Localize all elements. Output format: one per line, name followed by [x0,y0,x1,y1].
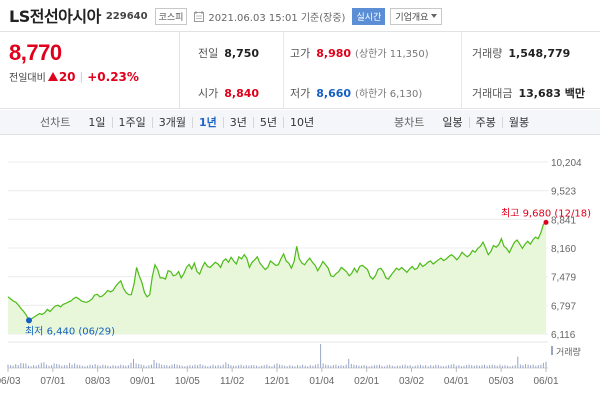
x-tick-label: 05/03 [489,376,514,387]
low-marker [25,317,32,324]
realtime-button[interactable]: 실시간 [352,7,386,25]
change-percent: +0.23% [87,69,139,84]
candle-chart-group: 봉차트 일봉 주봉 월봉 [394,114,535,130]
low-label: 저가 [290,87,311,100]
market-badge: 코스피 [154,7,188,25]
change-label: 전일대비 [9,73,46,84]
clock-icon [194,10,205,22]
open-cell: 시가 8,840 [198,85,259,101]
x-tick-label: 02/01 [354,376,379,387]
current-price-block: 8,770 전일대비 20 | +0.23% [0,32,180,108]
chevron-down-icon [431,14,438,18]
prev-close-value: 8,750 [224,47,260,60]
low-cell: 저가 8,660 (하한가 6,130) [290,85,422,101]
amount-cell: 거래대금 13,683 백만 [472,85,585,101]
y-tick-label: 8,841 [551,215,576,226]
x-tick-label: 09/01 [130,376,155,387]
change-separator: | [79,70,84,83]
volume-cell: 거래량 1,548,779 [472,45,570,61]
line-chart-label: 선차트 [40,116,71,129]
price-chart-svg: 10,204 9,523 8,841 8,160 7,479 6,797 6,116 최고 9… [0,158,591,387]
change-row: 전일대비 20 | +0.23% [9,69,179,85]
lower-limit: (하한가 6,130) [355,89,423,100]
x-tick-label: 04/01 [444,376,469,387]
price-area [8,222,546,334]
price-line [7,221,547,322]
y-tick-label: 8,160 [551,244,576,255]
y-tick-label: 6,797 [551,301,576,312]
prev-close-label: 전일 [198,47,219,60]
high-cell: 고가 8,980 (상한가 11,350) [290,45,429,61]
x-tick-label: 01/04 [309,376,334,387]
high-annotation: 최고 9,680 (12/18) [501,207,591,219]
up-triangle-icon [47,72,58,81]
candle-weekly[interactable]: 주봉 [468,116,502,128]
price-chart[interactable]: 10,204 9,523 8,841 8,160 7,479 6,797 6,116 최고 9… [0,136,600,403]
period-10y[interactable]: 10년 [283,116,320,128]
divider [283,32,284,108]
open-label: 시가 [198,87,219,100]
stock-name: LS전선아시아 [9,7,101,26]
volume-label: 거래량 [556,346,581,358]
period-1d[interactable]: 1일 [88,115,106,129]
x-tick-label: 07/01 [40,376,65,387]
candle-monthly[interactable]: 월봉 [501,116,535,128]
quote-panel: 8,770 전일대비 20 | +0.23% 전일 8,750 시가 8,840 고… [0,31,600,109]
volume-label: 거래량 [472,47,503,60]
prev-close-cell: 전일 8,750 [198,45,259,61]
amount-value: 13,683 백만 [518,87,586,100]
open-value: 8,840 [224,87,260,100]
period-3m[interactable]: 3개월 [151,116,192,128]
candle-daily[interactable]: 일봉 [442,115,463,129]
stock-code: 229640 [105,11,148,22]
x-tick-label: 11/02 [220,376,245,387]
company-info-dropdown[interactable]: 기업개요 [390,7,443,25]
x-tick-label: 10/05 [175,376,200,387]
high-marker [543,219,549,225]
x-tick-label: 08/03 [85,376,110,387]
company-info-label: 기업개요 [395,12,429,23]
x-tick-label: 06/01 [533,376,558,387]
y-tick-label: 9,523 [551,187,576,198]
period-1y[interactable]: 1년 [192,116,223,128]
y-tick-label: 10,204 [551,158,582,169]
timestamp: 2021.06.03 15:01 기준(장중) [208,12,346,24]
candle-chart-label: 봉차트 [394,116,425,129]
volume-value: 1,548,779 [508,47,571,60]
upper-limit: (상한가 11,350) [355,49,429,60]
divider [461,32,462,108]
current-price: 8,770 [9,40,62,65]
y-tick-label: 7,479 [551,273,576,284]
amount-label: 거래대금 [472,87,513,100]
low-value: 8,660 [316,87,352,100]
chart-toolbar: 선차트 1일 1주일 3개월 1년 3년 5년 10년 봉차트 일봉 주봉 월봉 [0,110,600,135]
x-tick-label: 03/02 [399,376,424,387]
period-3y[interactable]: 3년 [222,116,253,128]
period-5y[interactable]: 5년 [252,116,283,128]
x-tick-label: 12/01 [264,376,289,387]
period-1w[interactable]: 1주일 [111,116,152,128]
high-value: 8,980 [316,47,352,60]
stock-header: LS전선아시아 229640 코스피 2021.06.03 15:01 기준(장… [0,0,600,30]
x-tick-label: 06/03 [0,376,21,387]
high-label: 고가 [290,47,311,60]
y-tick-label: 6,116 [551,330,576,341]
volume-legend-icon [551,346,553,355]
low-annotation: 최저 6,440 (06/29) [25,325,115,337]
change-value: 20 [58,69,76,84]
